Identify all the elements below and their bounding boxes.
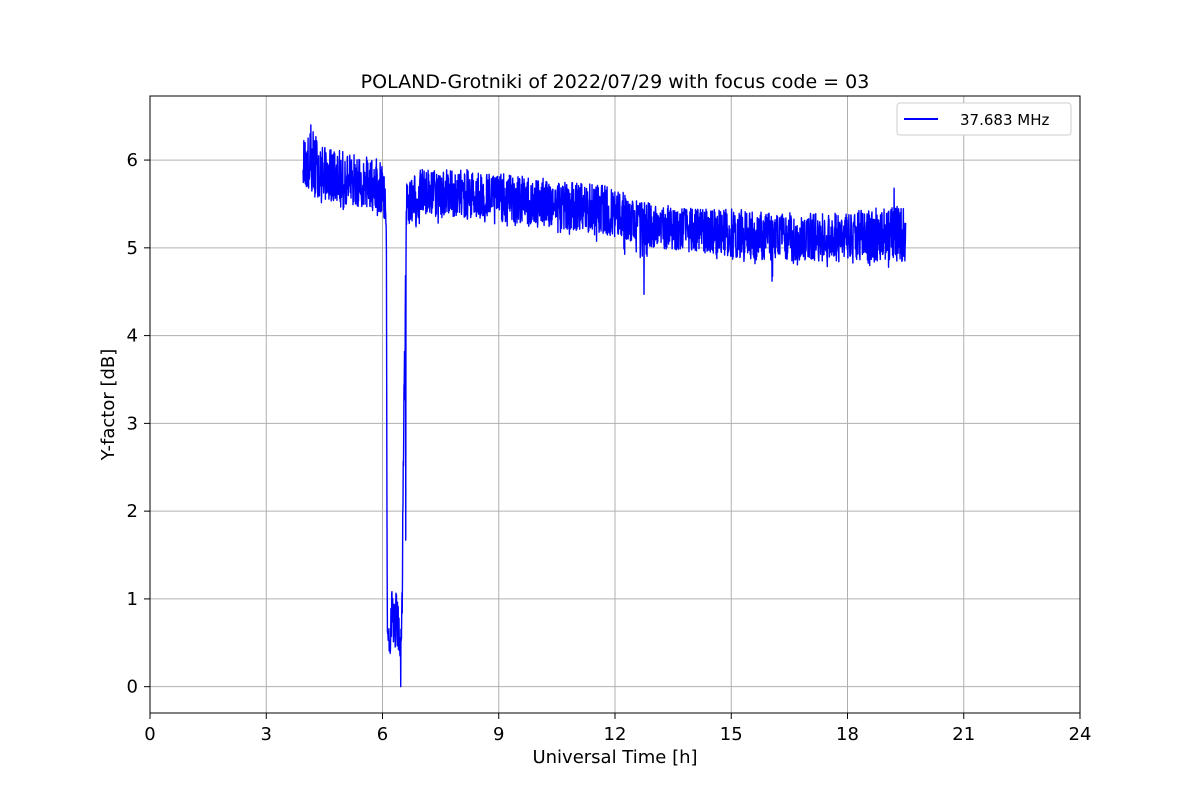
x-tick-label: 18	[836, 724, 859, 745]
chart-title: POLAND-Grotniki of 2022/07/29 with focus…	[361, 71, 870, 93]
legend-box	[896, 102, 1072, 136]
x-tick-label: 0	[144, 724, 155, 745]
x-tick-label: 9	[493, 724, 504, 745]
plot-area	[302, 124, 907, 688]
x-tick-label: 21	[952, 724, 975, 745]
y-tick-label: 4	[127, 326, 138, 347]
x-tick-label: 15	[720, 724, 743, 745]
x-tick-label: 12	[604, 724, 627, 745]
y-tick-label: 6	[127, 150, 138, 171]
y-tick-label: 3	[127, 413, 138, 434]
x-tick-label: 24	[1069, 724, 1092, 745]
x-tick-label: 3	[261, 724, 272, 745]
series-line-37-683-mhz	[302, 124, 907, 688]
y-tick-label: 1	[127, 589, 138, 610]
legend: 37.683 MHz	[896, 102, 1072, 136]
y-tick-label: 2	[127, 501, 138, 522]
x-tick-label: 6	[377, 724, 388, 745]
legend-label: 37.683 MHz	[960, 111, 1049, 129]
y-tick-label: 0	[127, 677, 138, 698]
y-axis-label: Y-factor [dB]	[98, 349, 119, 462]
x-axis-label: Universal Time [h]	[532, 747, 697, 768]
y-tick-label: 5	[127, 238, 138, 259]
